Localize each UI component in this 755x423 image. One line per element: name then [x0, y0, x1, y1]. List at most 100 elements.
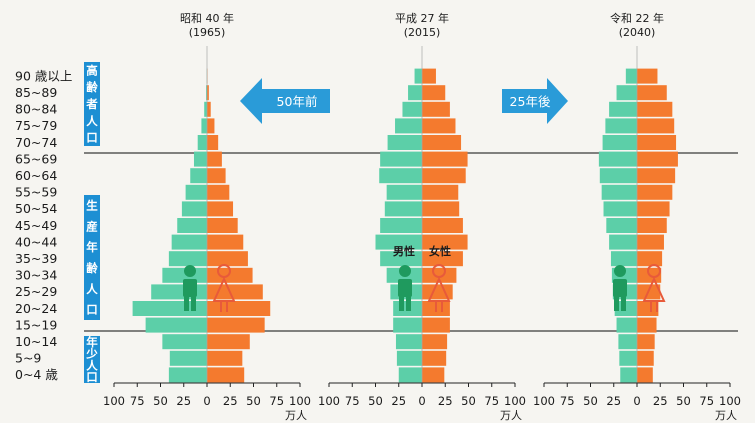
- bar-male: [162, 334, 207, 350]
- bar-male: [395, 118, 422, 134]
- x-tick-label: 75: [130, 394, 145, 408]
- bar-female: [207, 168, 226, 184]
- bar-male: [151, 284, 207, 300]
- age-label: 80~84: [15, 102, 57, 117]
- bar-female: [422, 218, 463, 233]
- bar-female: [637, 301, 659, 316]
- bar-female: [207, 218, 238, 233]
- bar-female: [207, 334, 250, 350]
- x-tick-label: 75: [560, 394, 575, 408]
- bar-male: [206, 85, 207, 101]
- bar-male: [375, 234, 422, 250]
- x-tick-label: 100: [504, 394, 526, 408]
- male-icon: [184, 265, 196, 277]
- bar-male: [603, 201, 637, 217]
- male-icon: [399, 265, 411, 277]
- bar-female: [637, 118, 675, 134]
- bar-male: [408, 85, 422, 101]
- age-label: 50~54: [15, 201, 57, 216]
- group-working-char: 口: [86, 303, 98, 317]
- group-working-box: [84, 195, 100, 320]
- bar-female: [207, 151, 222, 167]
- right-arrow-icon: [502, 78, 568, 124]
- x-tick-label: 50: [461, 394, 476, 408]
- bar-female: [422, 234, 468, 250]
- bar-male: [177, 218, 207, 233]
- x-tick-label: 0: [203, 394, 210, 408]
- left-arrow-icon: [240, 78, 330, 124]
- bar-female: [422, 101, 450, 117]
- bar-female: [637, 367, 653, 383]
- female-icon: [212, 276, 236, 302]
- group-young-char: 口: [86, 370, 98, 384]
- bar-female: [422, 284, 453, 300]
- group-working-char: 齢: [86, 261, 98, 275]
- bar-female: [637, 334, 655, 350]
- x-tick-label: 75: [484, 394, 499, 408]
- male-icon: [614, 296, 619, 311]
- male-label: 男性: [393, 244, 415, 258]
- bar-female: [422, 201, 460, 217]
- bar-male: [605, 118, 637, 134]
- bar-female: [207, 301, 271, 316]
- bar-female: [422, 68, 436, 84]
- male-icon: [399, 296, 404, 311]
- bar-male: [609, 101, 637, 117]
- group-elderly-char: 齢: [86, 80, 98, 94]
- bar-female: [422, 151, 468, 167]
- group-elderly-char: 口: [86, 131, 98, 145]
- bar-male: [171, 234, 207, 250]
- bar-female: [422, 317, 450, 333]
- group-elderly-box: [84, 62, 100, 146]
- group-young-char: 人: [86, 358, 98, 372]
- bar-male: [145, 317, 207, 333]
- left-arrow-label: 50年前: [277, 94, 318, 109]
- x-tick-label: 25: [606, 394, 621, 408]
- bar-male: [395, 334, 422, 350]
- bar-female: [637, 135, 677, 150]
- male-icon: [614, 265, 626, 277]
- group-elderly-char: 高: [86, 63, 98, 77]
- x-tick-label: 25: [223, 394, 238, 408]
- pyramid-subtitle: (2015): [404, 26, 441, 39]
- x-tick-label: 50: [246, 394, 261, 408]
- bar-female: [422, 367, 445, 383]
- bar-male: [380, 251, 422, 267]
- bar-female: [637, 101, 673, 117]
- group-working-char: 産: [86, 219, 98, 233]
- pyramid-subtitle: (2040): [619, 26, 656, 39]
- age-label: 85~89: [15, 85, 57, 100]
- bar-female: [637, 251, 663, 267]
- bar-female: [637, 234, 664, 250]
- age-label: 60~64: [15, 168, 57, 183]
- pyramid-subtitle: (1965): [189, 26, 226, 39]
- male-icon: [183, 279, 197, 297]
- bar-female: [422, 135, 462, 150]
- age-label: 45~49: [15, 218, 57, 233]
- age-label: 10~14: [15, 334, 57, 349]
- bar-male: [379, 168, 422, 184]
- x-tick-label: 25: [653, 394, 668, 408]
- age-label: 40~44: [15, 234, 57, 249]
- bar-male: [602, 135, 637, 150]
- x-axis-unit-label: 万人: [500, 409, 522, 422]
- bar-male: [168, 367, 207, 383]
- bar-female: [637, 68, 658, 84]
- bar-female: [422, 184, 459, 200]
- bar-female: [422, 168, 466, 184]
- bar-female: [207, 184, 230, 200]
- age-label: 20~24: [15, 301, 57, 316]
- pyramid-title: 昭和 40 年: [180, 11, 234, 25]
- age-label: 55~59: [15, 185, 57, 200]
- x-axis-unit-label: 万人: [715, 409, 737, 422]
- bar-male: [193, 151, 207, 167]
- bar-male: [380, 151, 422, 167]
- group-young-box: [84, 336, 100, 383]
- bar-female: [207, 317, 265, 333]
- bar-female: [207, 234, 244, 250]
- female-icon: [642, 276, 666, 302]
- pyramid-title: 令和 22 年: [610, 11, 664, 25]
- bar-male: [387, 135, 422, 150]
- male-icon: [621, 296, 626, 311]
